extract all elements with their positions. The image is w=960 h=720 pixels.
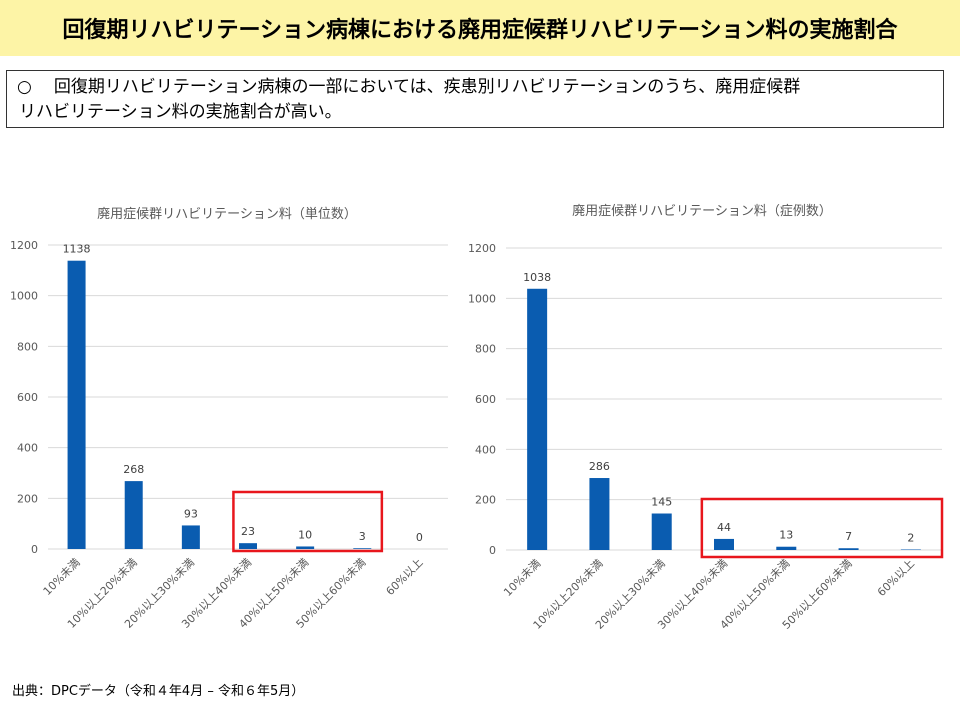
data-label: 1038 — [523, 271, 551, 284]
data-label: 7 — [845, 530, 852, 543]
summary-line-1: ○ 回復期リハビリテーション病棟の一部においては、疾患別リハビリテーションのうち、… — [17, 75, 933, 100]
chart-units: 廃用症候群リハビリテーション料（単位数） 0 200 400 600 800 1000 120… — [10, 206, 448, 631]
bar — [838, 548, 859, 550]
x-tick-label: 50%以上60%未満 — [780, 557, 855, 632]
y-tick-label: 400 — [475, 443, 496, 456]
bar — [353, 548, 372, 549]
y-tick-label: 800 — [17, 340, 38, 353]
y-tick-label: 1200 — [10, 239, 38, 252]
y-tick-label: 200 — [17, 492, 38, 505]
data-label: 0 — [416, 531, 423, 544]
y-tick-label: 1000 — [468, 292, 496, 305]
bar — [124, 481, 143, 549]
x-tick-label: 60%以上 — [875, 557, 917, 599]
summary-text-1: 回復期リハビリテーション病棟の一部においては、疾患別リハビリテーションのうち、廃… — [53, 77, 801, 97]
bar — [181, 525, 200, 549]
page-title: 回復期リハビリテーション病棟における廃用症候群リハビリテーション料の実施割合 — [0, 0, 960, 56]
y-tick-label: 1200 — [468, 242, 496, 255]
chart-cases: 廃用症候群リハビリテーション料（症例数） 0 200 400 600 800 1000 120… — [468, 203, 944, 632]
data-label: 10 — [298, 528, 312, 541]
data-label: 93 — [184, 507, 198, 520]
data-label: 145 — [651, 496, 672, 509]
x-tick-label: 60%以上 — [384, 556, 426, 598]
y-tick-label: 600 — [17, 391, 38, 404]
data-label: 286 — [589, 460, 610, 473]
y-tick-label: 600 — [475, 393, 496, 406]
bar — [900, 549, 921, 550]
data-label: 13 — [779, 529, 793, 542]
bar — [651, 513, 672, 550]
bullet-icon: ○ — [17, 77, 32, 97]
y-tick-label: 1000 — [10, 290, 38, 303]
data-label: 44 — [717, 521, 731, 534]
highlight-box — [700, 497, 944, 559]
data-label: 268 — [123, 463, 144, 476]
bar — [714, 538, 734, 550]
data-label: 3 — [359, 530, 366, 543]
y-tick-label: 0 — [489, 544, 496, 557]
bar — [67, 260, 86, 549]
bar — [239, 543, 257, 549]
bar — [527, 288, 548, 550]
source-note: 出典：DPCデータ（令和４年4月 – 令和６年5月） — [12, 684, 305, 699]
y-tick-label: 400 — [17, 442, 38, 455]
bar — [296, 546, 315, 549]
bar — [776, 546, 797, 550]
y-tick-label: 800 — [475, 343, 496, 356]
highlight-box — [232, 490, 384, 553]
data-label: 1138 — [63, 243, 91, 256]
summary-line-2: リハビリテーション料の実施割合が高い。 — [19, 102, 342, 122]
x-tick-label: 10%未満 — [501, 557, 543, 599]
chart-title: 廃用症候群リハビリテーション料（症例数） — [572, 203, 832, 219]
y-tick-label: 0 — [31, 543, 38, 556]
x-tick-label: 10%未満 — [41, 556, 83, 598]
y-tick-label: 200 — [475, 494, 496, 507]
chart-title: 廃用症候群リハビリテーション料（単位数） — [97, 206, 357, 222]
summary-box: ○ 回復期リハビリテーション病棟の一部においては、疾患別リハビリテーションのうち、… — [6, 70, 944, 128]
data-label: 23 — [241, 525, 255, 538]
bar — [589, 478, 610, 550]
data-label: 2 — [907, 531, 914, 544]
